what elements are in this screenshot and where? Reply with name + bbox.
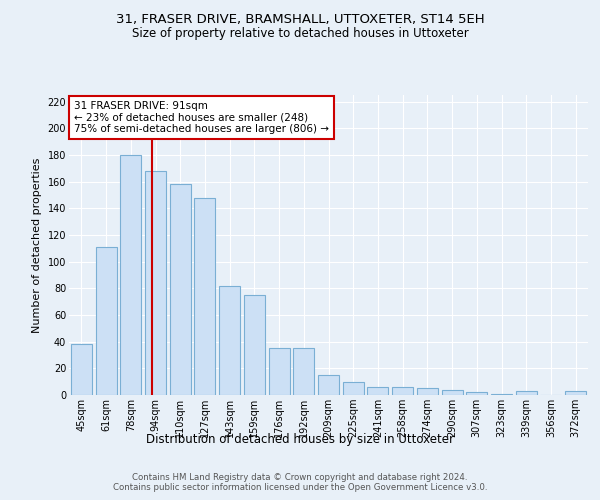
Bar xyxy=(244,295,265,395)
Bar xyxy=(417,388,438,395)
Bar xyxy=(516,391,537,395)
Text: Distribution of detached houses by size in Uttoxeter: Distribution of detached houses by size … xyxy=(146,432,454,446)
Text: 31, FRASER DRIVE, BRAMSHALL, UTTOXETER, ST14 5EH: 31, FRASER DRIVE, BRAMSHALL, UTTOXETER, … xyxy=(116,12,484,26)
Bar xyxy=(491,394,512,395)
Bar xyxy=(392,387,413,395)
Text: Contains public sector information licensed under the Open Government Licence v3: Contains public sector information licen… xyxy=(113,484,487,492)
Bar xyxy=(194,198,215,395)
Bar xyxy=(442,390,463,395)
Bar xyxy=(565,391,586,395)
Bar xyxy=(293,348,314,395)
Bar xyxy=(170,184,191,395)
Text: 31 FRASER DRIVE: 91sqm
← 23% of detached houses are smaller (248)
75% of semi-de: 31 FRASER DRIVE: 91sqm ← 23% of detached… xyxy=(74,101,329,134)
Bar xyxy=(219,286,240,395)
Bar xyxy=(71,344,92,395)
Bar xyxy=(343,382,364,395)
Bar xyxy=(318,375,339,395)
Bar xyxy=(95,247,116,395)
Text: Size of property relative to detached houses in Uttoxeter: Size of property relative to detached ho… xyxy=(131,28,469,40)
Bar xyxy=(145,171,166,395)
Bar xyxy=(466,392,487,395)
Bar xyxy=(120,155,141,395)
Y-axis label: Number of detached properties: Number of detached properties xyxy=(32,158,42,332)
Bar xyxy=(367,387,388,395)
Text: Contains HM Land Registry data © Crown copyright and database right 2024.: Contains HM Land Registry data © Crown c… xyxy=(132,472,468,482)
Bar xyxy=(269,348,290,395)
